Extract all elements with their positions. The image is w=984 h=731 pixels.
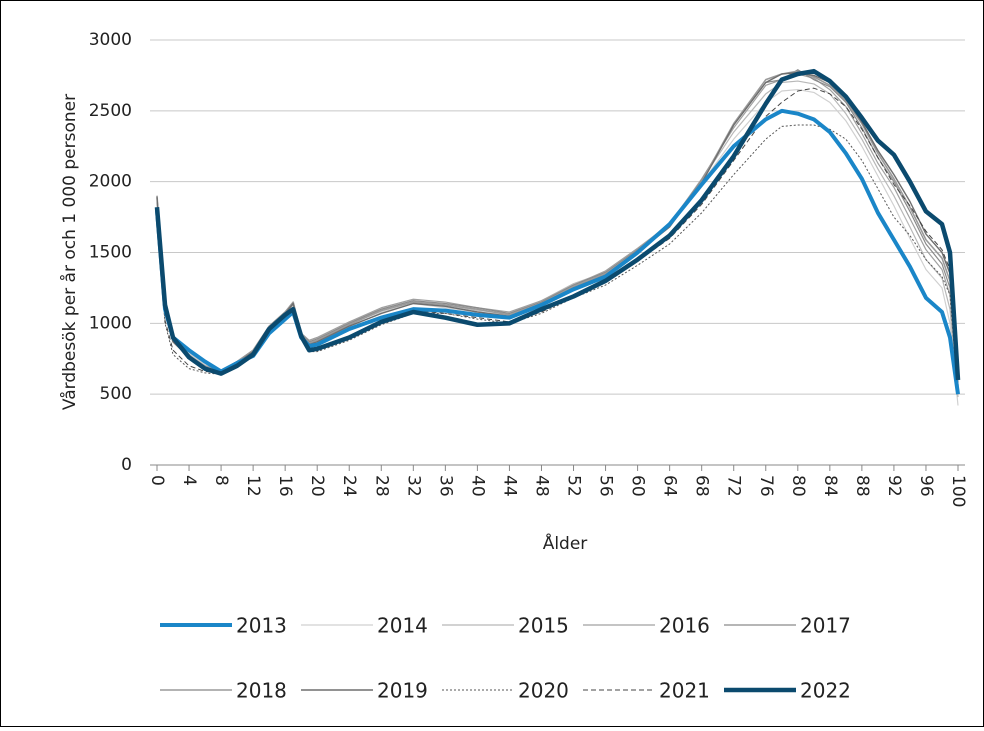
x-axis-label: Ålder <box>543 532 588 554</box>
y-tick-label: 1000 <box>89 313 132 333</box>
y-tick-label: 500 <box>100 384 132 404</box>
legend-label: 2014 <box>377 614 428 638</box>
y-tick-label: 2500 <box>89 101 132 121</box>
x-tick-label: 44 <box>499 475 519 497</box>
x-tick-label: 56 <box>596 475 616 497</box>
x-tick-label: 52 <box>564 475 584 497</box>
x-tick-label: 32 <box>403 475 423 497</box>
x-tick-label: 64 <box>660 475 680 497</box>
y-tick-label: 0 <box>121 455 132 475</box>
legend-label: 2018 <box>236 679 287 703</box>
x-tick-label: 72 <box>724 475 744 497</box>
series-line <box>154 68 961 381</box>
x-tick-label: 100 <box>948 475 968 507</box>
x-tick-label: 60 <box>628 475 648 497</box>
y-tick-label: 3000 <box>89 30 132 50</box>
x-tick-label: 40 <box>467 475 487 497</box>
x-tick-label: 16 <box>275 475 295 497</box>
x-tick-label: 28 <box>371 475 391 497</box>
legend-label: 2021 <box>659 679 710 703</box>
x-tick-label: 48 <box>531 475 551 497</box>
legend-label: 2015 <box>518 614 569 638</box>
legend-label: 2017 <box>800 614 851 638</box>
x-tick-label: 92 <box>884 475 904 497</box>
x-tick-label: 80 <box>788 475 808 497</box>
series-line <box>156 87 959 388</box>
x-tick-label: 0 <box>147 475 167 486</box>
y-tick-label: 1500 <box>89 243 132 263</box>
x-tick-label: 12 <box>243 475 263 497</box>
y-axis-label: Vårdbesök per år och 1 000 personer <box>59 94 80 410</box>
x-tick-label: 76 <box>756 475 776 497</box>
x-tick-label: 4 <box>179 475 199 486</box>
legend-label: 2019 <box>377 679 428 703</box>
x-tick-label: 24 <box>339 475 359 497</box>
x-tick-label: 84 <box>820 475 840 497</box>
y-tick-label: 2000 <box>89 172 132 192</box>
series-line <box>156 124 959 395</box>
x-tick-label: 8 <box>211 475 231 486</box>
legend-label: 2013 <box>236 614 287 638</box>
legend-label: 2020 <box>518 679 569 703</box>
x-tick-label: 36 <box>435 475 455 497</box>
legend-label: 2022 <box>800 679 851 703</box>
x-tick-label: 68 <box>692 475 712 497</box>
x-tick-label: 20 <box>307 475 327 497</box>
legend-label: 2016 <box>659 614 710 638</box>
x-tick-label: 96 <box>916 475 936 497</box>
x-tick-label: 88 <box>852 475 872 497</box>
